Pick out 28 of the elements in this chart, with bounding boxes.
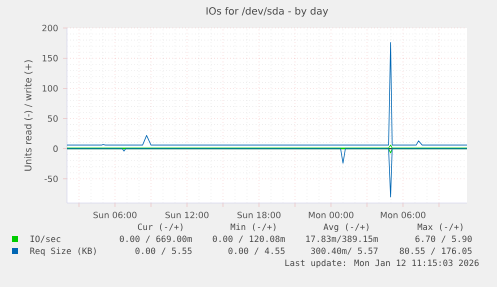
text: Last update: Mon Jan 12 11:15:03 2026 [285, 259, 479, 268]
chart-title: IOs for /dev/sda - by day [206, 6, 328, 17]
y-tick-label: 200 [42, 24, 58, 32]
text: 6.70 / 5.90 [415, 236, 472, 243]
legend-label: IO/sec [30, 236, 60, 243]
x-tick-label: Sun 12:00 [165, 212, 209, 218]
text: 0.00 / 4.55 [228, 248, 285, 255]
legend-label: Req Size (KB) [30, 247, 96, 256]
text: 80.55 / 176.05 [400, 248, 472, 255]
y-tick-label: 0 [53, 145, 58, 152]
y-tick-label: 150 [42, 54, 58, 62]
text: 17.83m/389.15m [306, 236, 378, 243]
text: 0.00 / 120.08m [212, 236, 285, 243]
y-axis-title: Units read (-) / write (+) [24, 60, 33, 171]
text: 300.40m/ 5.57 [311, 248, 378, 255]
text: Cur (-/+) [138, 223, 182, 232]
text: 0.00 / 5.55 [135, 248, 192, 255]
y-tick-label: -50 [44, 176, 58, 182]
x-tick-label: Mon 00:00 [308, 212, 354, 218]
text: Min (-/+) [230, 223, 276, 232]
x-tick-label: Sun 18:00 [237, 212, 281, 218]
y-tick-label: 100 [42, 85, 58, 92]
text: Avg (-/+) [323, 223, 368, 232]
y-tick-label: 50 [48, 115, 58, 122]
x-tick-label: Sun 06:00 [93, 212, 137, 218]
x-tick-label: Mon 06:00 [380, 212, 426, 218]
text: Max (-/+) [418, 223, 462, 232]
text: 0.00 / 669.00m [120, 236, 192, 243]
